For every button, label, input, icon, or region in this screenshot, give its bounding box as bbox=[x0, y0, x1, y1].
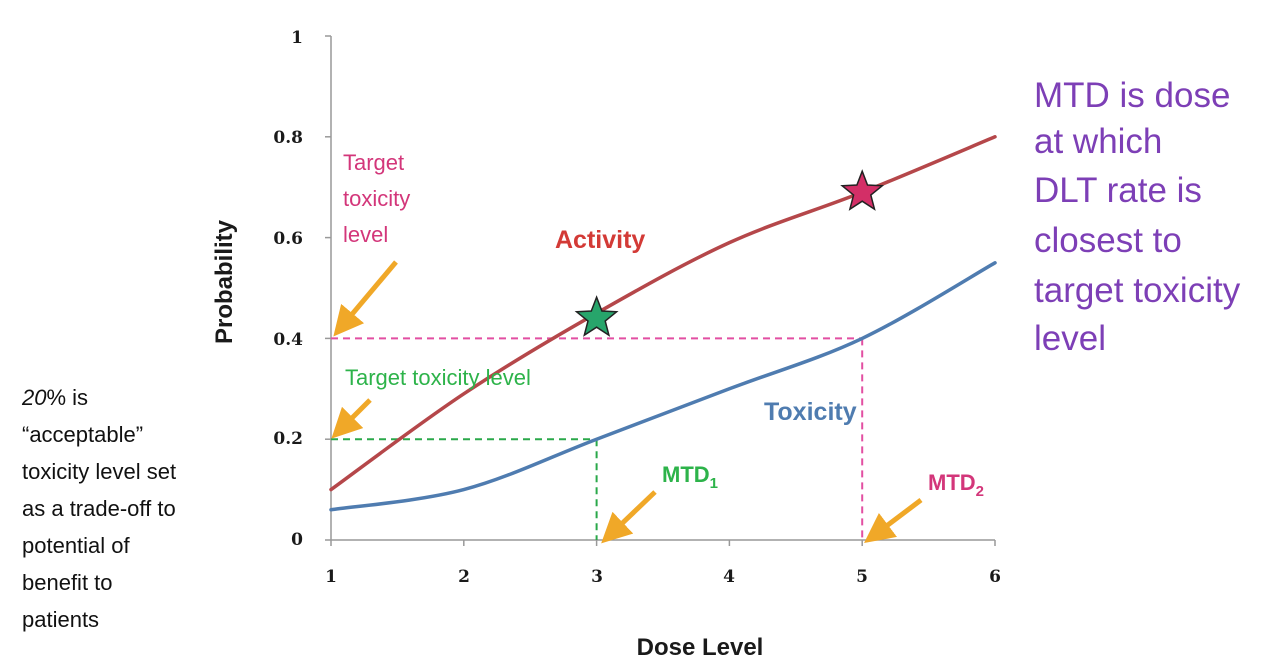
axes bbox=[325, 35, 996, 546]
left-note-line-4: as a trade-off to bbox=[22, 496, 176, 521]
x-tick-label: 1 bbox=[325, 567, 337, 587]
mtd1-label-sub: 1 bbox=[710, 475, 718, 492]
green-target-arrow bbox=[331, 398, 372, 439]
mtd1-annotation: MTD1 bbox=[601, 462, 718, 544]
right-mtd-note: MTD is dose at which DLT rate is closest… bbox=[1034, 76, 1241, 358]
series-lines bbox=[329, 135, 997, 512]
x-tick-labels: 1 2 3 4 5 6 bbox=[325, 567, 1001, 587]
pink-star-marker bbox=[840, 169, 885, 211]
x-tick-label: 2 bbox=[458, 567, 470, 587]
x-tick-marks bbox=[330, 540, 996, 546]
right-note-line-4: closest to bbox=[1034, 221, 1182, 260]
y-tick-label: 0.4 bbox=[273, 330, 303, 350]
left-note-line-3: toxicity level set bbox=[22, 459, 176, 484]
right-note-line-1: MTD is dose bbox=[1034, 76, 1230, 115]
left-note-italic: 20 bbox=[21, 385, 47, 410]
pink-target-line-1: Target bbox=[343, 150, 404, 175]
left-note-line-6: benefit to bbox=[22, 570, 113, 595]
y-tick-label: 0.8 bbox=[273, 128, 303, 148]
x-axis-title: Dose Level bbox=[637, 634, 764, 661]
right-note-line-6: level bbox=[1034, 319, 1106, 358]
y-tick-label: 0.6 bbox=[273, 229, 303, 249]
y-axis-title: Probability bbox=[211, 219, 238, 344]
mtd2-label-sub: 2 bbox=[976, 483, 984, 500]
green-target-annotation: Target toxicity level bbox=[331, 365, 531, 439]
y-tick-label: 0.2 bbox=[273, 429, 303, 449]
x-tick-label: 5 bbox=[856, 567, 868, 587]
toxicity-series-line bbox=[329, 261, 997, 512]
toxicity-series-label: Toxicity bbox=[764, 398, 857, 426]
y-tick-labels: 0 0.2 0.4 0.6 0.8 1 bbox=[273, 28, 303, 550]
star-markers bbox=[574, 169, 885, 337]
left-note-line-2: “acceptable” bbox=[22, 422, 143, 447]
pink-target-line-2: toxicity bbox=[343, 186, 410, 211]
pink-target-line-3: level bbox=[343, 222, 388, 247]
activity-series-line bbox=[329, 135, 997, 492]
activity-series-label: Activity bbox=[555, 226, 645, 254]
pink-target-arrow bbox=[333, 260, 398, 337]
left-note-rest: % is bbox=[46, 385, 88, 410]
left-note-line-1: 20% is bbox=[21, 385, 88, 410]
mtd2-label: MTD2 bbox=[928, 470, 984, 500]
left-note-line-7: patients bbox=[22, 607, 99, 632]
mtd1-arrow bbox=[601, 490, 657, 544]
right-note-line-3: DLT rate is bbox=[1034, 171, 1202, 210]
green-star-marker bbox=[574, 295, 619, 337]
reference-lines bbox=[331, 337, 864, 540]
right-note-line-5: target toxicity bbox=[1034, 271, 1241, 310]
pink-target-annotation: Target toxicity level bbox=[333, 150, 410, 337]
mtd2-label-base: MTD bbox=[928, 470, 976, 495]
x-tick-label: 4 bbox=[723, 567, 735, 587]
left-side-note: 20% is “acceptable” toxicity level set a… bbox=[21, 385, 176, 632]
mtd1-label-base: MTD bbox=[662, 462, 710, 487]
right-note-line-2: at which bbox=[1034, 122, 1162, 161]
y-tick-marks bbox=[325, 35, 331, 541]
y-tick-label: 0 bbox=[291, 530, 303, 550]
x-tick-label: 6 bbox=[989, 567, 1001, 587]
green-target-label: Target toxicity level bbox=[345, 365, 531, 390]
y-tick-label: 1 bbox=[291, 28, 303, 48]
mtd2-annotation: MTD2 bbox=[864, 470, 984, 544]
mtd1-label: MTD1 bbox=[662, 462, 718, 492]
mtd2-arrow bbox=[864, 498, 923, 544]
x-tick-label: 3 bbox=[591, 567, 603, 587]
left-note-line-5: potential of bbox=[22, 533, 131, 558]
